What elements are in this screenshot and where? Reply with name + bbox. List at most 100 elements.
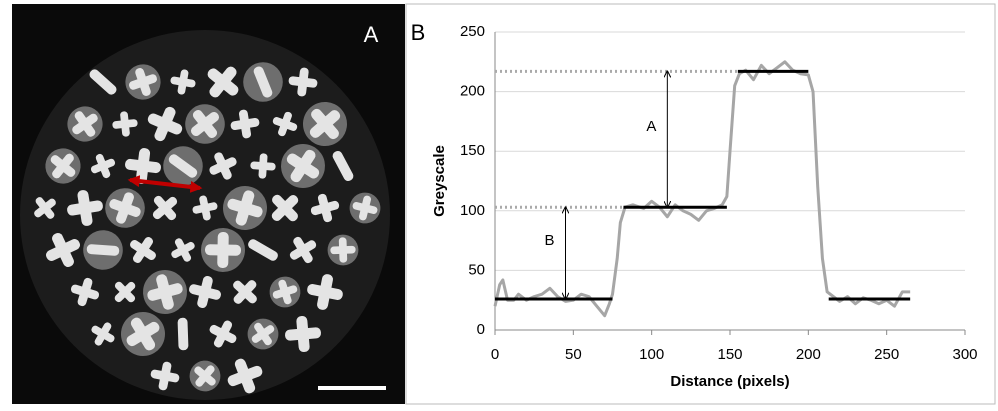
blob (189, 360, 221, 392)
blob-arm (77, 277, 93, 307)
blob (83, 230, 123, 270)
blob-arm (358, 195, 372, 221)
panel-label: B (411, 20, 426, 45)
blob-arm (67, 200, 103, 216)
y-tick-label: 250 (460, 23, 485, 40)
x-tick-label: 250 (874, 346, 899, 363)
blob (70, 277, 100, 307)
blob-arm (233, 280, 257, 304)
blob (125, 148, 161, 184)
blob (303, 102, 347, 146)
blob-arm (135, 148, 151, 184)
blob (150, 361, 180, 391)
blob-arm (154, 106, 176, 142)
panel-label: A (364, 22, 379, 47)
ct-image: A (12, 4, 405, 404)
blob (45, 148, 81, 184)
blob-arm (309, 110, 341, 138)
blob (67, 190, 103, 226)
blob-arm (197, 276, 213, 308)
blob (349, 192, 381, 224)
blob (332, 150, 354, 182)
annotation-label: B (544, 232, 554, 249)
blob (209, 152, 237, 180)
blob (112, 111, 138, 137)
blob-arm (251, 325, 275, 343)
blob-arm (209, 157, 237, 175)
blob (90, 153, 116, 179)
blob-arm (330, 245, 356, 255)
blob (114, 281, 136, 303)
blob-arm (278, 111, 292, 137)
blob (171, 238, 195, 262)
blob (125, 64, 161, 100)
y-tick-label: 150 (460, 142, 485, 159)
blob (177, 317, 189, 351)
blob (89, 69, 117, 95)
blob-arm (209, 66, 237, 98)
blob-arm (271, 195, 299, 221)
blob (105, 188, 145, 228)
blob-arm (217, 231, 229, 269)
profile-line (493, 60, 911, 318)
blob (269, 276, 301, 308)
blob (201, 228, 245, 272)
blob (152, 195, 178, 221)
blob (247, 318, 279, 350)
red-arrow (127, 175, 203, 193)
scale-bar (318, 386, 386, 390)
blob-arm (235, 190, 255, 226)
blob (185, 104, 225, 144)
blob-arm (147, 283, 183, 301)
blob (327, 234, 359, 266)
x-axis-title: Distance (pixels) (670, 373, 789, 390)
x-tick-label: 150 (717, 346, 742, 363)
blob (189, 276, 221, 308)
blobs (34, 62, 381, 394)
blob-arm (34, 198, 56, 218)
blob-arm (191, 111, 219, 137)
blob-arm (158, 361, 172, 391)
blob-arm (227, 365, 263, 387)
y-axis-title: Greyscale (431, 145, 448, 217)
blob (289, 236, 317, 264)
blob-arm (90, 158, 116, 174)
y-tick-label: 0 (477, 321, 485, 338)
blob (207, 66, 239, 98)
blob-arm (248, 239, 278, 261)
blob-arm (272, 285, 298, 299)
blob (170, 69, 196, 95)
annotation-label: A (646, 118, 656, 135)
blob-arm (177, 317, 189, 351)
blob-arm (213, 320, 233, 348)
blob (209, 320, 237, 348)
blob (46, 233, 80, 267)
blob-arm (317, 274, 333, 310)
blob-arm (290, 149, 316, 183)
blob (285, 316, 321, 352)
blob (310, 193, 340, 223)
blob-arm (86, 244, 120, 256)
x-tick-label: 300 (952, 346, 977, 363)
blob (34, 197, 56, 219)
blob-arm (152, 196, 178, 220)
blob-arm (46, 239, 80, 261)
blob (233, 280, 257, 304)
blob-arm (297, 67, 309, 97)
blob-arm (112, 119, 138, 129)
blob (243, 62, 283, 102)
blob (307, 274, 343, 310)
blob-arm (310, 200, 340, 216)
blob (230, 109, 260, 139)
blob (281, 144, 325, 188)
blob-arm (89, 69, 117, 95)
blob-arm (133, 237, 153, 263)
blob-arm (195, 365, 215, 387)
blob-arm (72, 113, 98, 135)
blob-arm (285, 327, 321, 341)
blob (147, 106, 183, 142)
blob (91, 322, 115, 346)
chart-border (405, 3, 996, 405)
x-tick-label: 0 (491, 346, 499, 363)
